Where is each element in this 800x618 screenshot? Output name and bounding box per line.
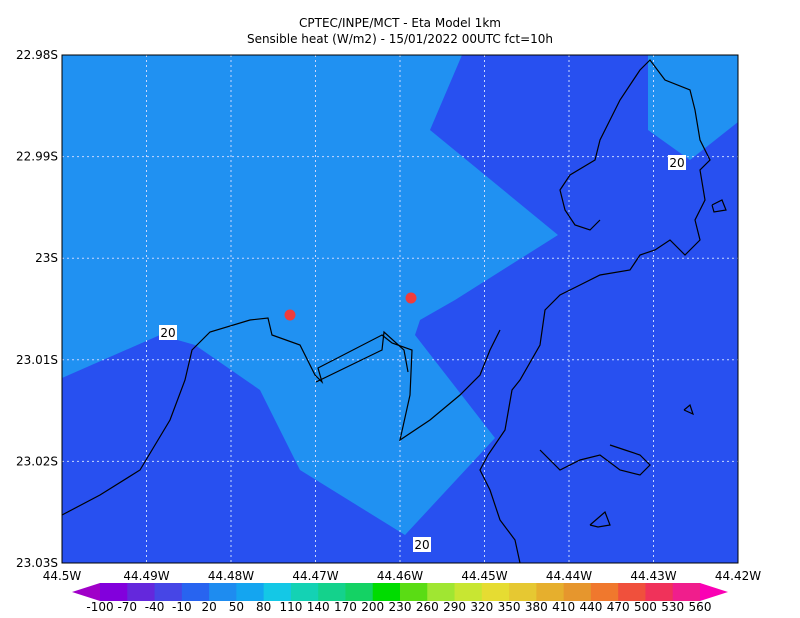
colorbar-label: 140 — [307, 600, 330, 614]
lon-label: 44.47W — [292, 569, 338, 583]
coastline — [479, 59, 711, 564]
colorbar-swatch — [236, 583, 265, 601]
colorbar-swatch — [536, 583, 565, 601]
contour-label-box — [159, 325, 177, 340]
colorbar-swatch — [590, 583, 619, 601]
lat-label: 23.01S — [16, 353, 58, 367]
colorbar-label: 170 — [334, 600, 357, 614]
colorbar-label: 50 — [229, 600, 244, 614]
coastline — [315, 330, 409, 383]
colorbar-label: 560 — [689, 600, 712, 614]
colorbar-swatch — [400, 583, 428, 601]
contour-label-box — [413, 537, 431, 552]
lon-label: 44.44W — [546, 569, 592, 583]
lat-label: 23.03S — [16, 556, 58, 570]
colorbar-swatch — [454, 583, 483, 601]
coastline — [539, 444, 651, 476]
colorbar-swatch — [509, 583, 537, 601]
lat-label: 23S — [35, 251, 58, 265]
contour-label: 20 — [414, 538, 429, 552]
station-marker — [284, 309, 296, 321]
colorbar-label: 530 — [661, 600, 684, 614]
colorbar-label: 320 — [470, 600, 493, 614]
colorbar-swatch — [481, 583, 510, 601]
field-light — [648, 55, 738, 160]
colorbar-swatch — [72, 583, 100, 601]
field-light — [62, 55, 558, 535]
coastline — [683, 403, 694, 416]
coastline — [711, 199, 727, 213]
colorbar-swatch — [209, 583, 237, 601]
colorbar-swatch — [345, 583, 374, 601]
colorbar-label: -70 — [117, 600, 137, 614]
title-line: CPTEC/INPE/MCT - Eta Model 1km — [299, 16, 501, 30]
colorbar-label: 230 — [389, 600, 412, 614]
coastline — [61, 317, 501, 516]
colorbar-swatch — [181, 583, 210, 601]
colorbar-swatch — [372, 583, 401, 601]
colorbar-label: 350 — [498, 600, 521, 614]
coastline — [589, 510, 611, 528]
contour-label-box — [668, 155, 686, 170]
lon-label: 44.48W — [208, 569, 254, 583]
colorbar-swatch — [427, 583, 456, 601]
title-line: Sensible heat (W/m2) - 15/01/2022 00UTC … — [247, 32, 553, 46]
colorbar-label: 500 — [634, 600, 657, 614]
colorbar-label: 80 — [256, 600, 271, 614]
colorbar-swatch — [672, 583, 701, 601]
colorbar-label: 440 — [579, 600, 602, 614]
lat-label: 22.99S — [16, 150, 58, 164]
colorbar-label: 20 — [201, 600, 216, 614]
colorbar-swatch — [700, 583, 728, 601]
colorbar-label: 290 — [443, 600, 466, 614]
map-area — [61, 54, 739, 564]
lon-label: 44.42W — [715, 569, 761, 583]
lat-label: 23.02S — [16, 454, 58, 468]
colorbar-swatch — [127, 583, 156, 601]
colorbar-swatch — [618, 583, 646, 601]
colorbar-label: 200 — [361, 600, 384, 614]
colorbar-label: -40 — [145, 600, 165, 614]
colorbar-swatch — [645, 583, 674, 601]
colorbar-swatch — [290, 583, 319, 601]
lon-label: 44.43W — [630, 569, 676, 583]
lon-label: 44.49W — [123, 569, 169, 583]
colorbar-label: -100 — [86, 600, 113, 614]
colorbar-label: 410 — [552, 600, 575, 614]
colorbar-label: 260 — [416, 600, 439, 614]
colorbar-swatch — [100, 583, 128, 601]
contour-label: 20 — [160, 326, 175, 340]
colorbar-swatch — [318, 583, 346, 601]
colorbar-label: 110 — [279, 600, 302, 614]
lon-label: 44.5W — [43, 569, 82, 583]
colorbar-swatch — [563, 583, 592, 601]
colorbar-label: 380 — [525, 600, 548, 614]
lon-label: 44.46W — [377, 569, 423, 583]
contour-label: 20 — [669, 156, 684, 170]
colorbar-swatch — [263, 583, 292, 601]
lon-label: 44.45W — [461, 569, 507, 583]
map-frame — [61, 54, 739, 564]
colorbar-label: -10 — [172, 600, 192, 614]
colorbar-label: 470 — [607, 600, 630, 614]
station-marker — [405, 292, 417, 304]
colorbar-swatch — [154, 583, 183, 601]
lat-label: 22.98S — [16, 48, 58, 62]
